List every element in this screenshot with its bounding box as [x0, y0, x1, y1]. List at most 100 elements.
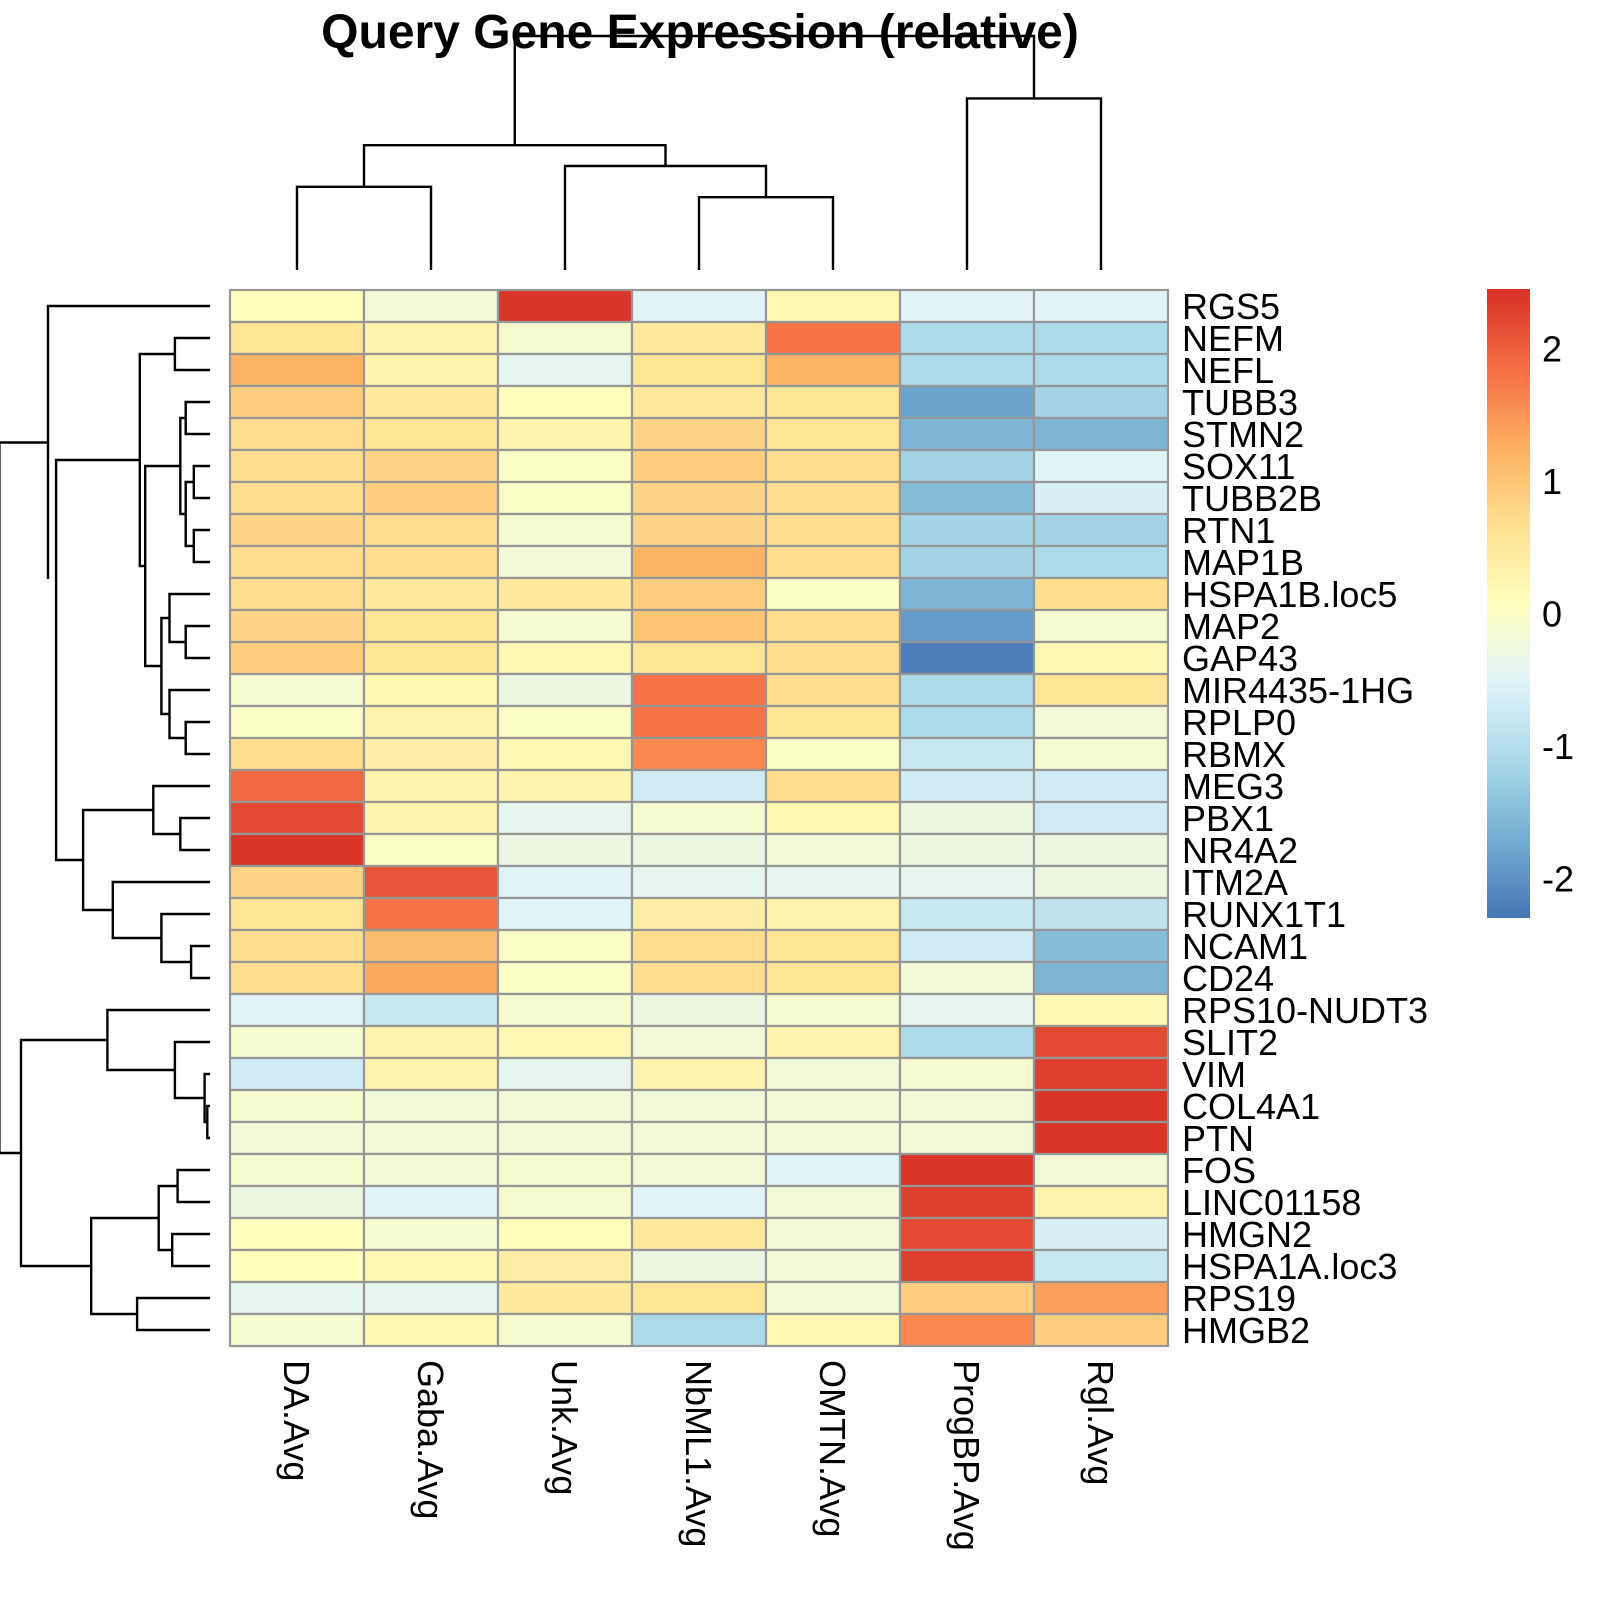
heatmap-cell	[764, 800, 902, 836]
heatmap-cell	[898, 1152, 1036, 1188]
heatmap-cell	[1032, 320, 1170, 356]
heatmap-cell	[630, 704, 768, 740]
column-label: DA.Avg	[276, 1360, 317, 1481]
heatmap-cell	[1032, 1088, 1170, 1124]
heatmap-cell	[1032, 768, 1170, 804]
heatmap-cell	[630, 736, 768, 772]
row-label: COL4A1	[1182, 1086, 1320, 1127]
heatmap-cell	[630, 1216, 768, 1252]
heatmap-cell	[1032, 704, 1170, 740]
heatmap-cell	[496, 896, 634, 932]
heatmap-cell	[764, 928, 902, 964]
heatmap-cell	[898, 1312, 1036, 1348]
heatmap-cell	[362, 768, 500, 804]
heatmap-cell	[764, 1248, 902, 1284]
heatmap-cell	[1032, 928, 1170, 964]
heatmap-cell	[898, 1184, 1036, 1220]
row-dendrogram-branch	[184, 624, 210, 660]
heatmap-cell	[630, 896, 768, 932]
heatmap-cell	[898, 832, 1036, 868]
row-label: SLIT2	[1182, 1022, 1278, 1063]
heatmap-cell	[496, 576, 634, 612]
heatmap-cell	[1032, 448, 1170, 484]
row-label: MAP2	[1182, 606, 1280, 647]
row-dendrogram	[0, 304, 210, 1332]
row-labels: RGS5NEFMNEFLTUBB3STMN2SOX11TUBB2BRTN1MAP…	[1182, 286, 1428, 1351]
heatmap-cell	[362, 864, 500, 900]
row-label: NR4A2	[1182, 830, 1298, 871]
row-label: FOS	[1182, 1150, 1256, 1191]
heatmap-cell	[362, 1088, 500, 1124]
row-label: HMGB2	[1182, 1310, 1310, 1351]
heatmap-cell	[496, 1216, 634, 1252]
row-dendrogram-branch	[184, 720, 210, 756]
row-dendrogram-branch	[173, 336, 210, 372]
heatmap-cell	[764, 832, 902, 868]
heatmap-cell	[764, 1088, 902, 1124]
heatmap-cell	[228, 416, 366, 452]
heatmap-cell	[764, 1152, 902, 1188]
heatmap-cell	[764, 1056, 902, 1092]
heatmap-cell	[630, 1088, 768, 1124]
heatmap-cell	[630, 864, 768, 900]
heatmap-cell	[1032, 640, 1170, 676]
heatmap-cell	[362, 1248, 500, 1284]
color-legend: 2 1 0 -1 -2	[1487, 289, 1574, 918]
heatmap-cell	[898, 672, 1036, 708]
heatmap-cell	[898, 320, 1036, 356]
heatmap-cell	[764, 416, 902, 452]
heatmap-cell	[362, 544, 500, 580]
heatmap-cell	[1032, 416, 1170, 452]
heatmap-cell	[362, 608, 500, 644]
heatmap-cell	[496, 736, 634, 772]
heatmap-cell	[228, 800, 366, 836]
heatmap-cell	[228, 1088, 366, 1124]
row-label: VIM	[1182, 1054, 1246, 1095]
heatmap-cell	[362, 416, 500, 452]
heatmap-cell	[228, 928, 366, 964]
row-label: RUNX1T1	[1182, 894, 1346, 935]
heatmap-cell	[362, 288, 500, 324]
column-label: ProgBP.Avg	[946, 1360, 987, 1551]
heatmap-cell	[362, 672, 500, 708]
heatmap-cell	[228, 704, 366, 740]
heatmap-cell	[496, 864, 634, 900]
heatmap-cell	[630, 928, 768, 964]
heatmap-cell	[764, 608, 902, 644]
heatmap-cell	[228, 672, 366, 708]
heatmap-cell	[362, 1312, 500, 1348]
heatmap-cell	[1032, 1280, 1170, 1316]
heatmap-cell	[1032, 672, 1170, 708]
heatmap-cell	[496, 992, 634, 1028]
color-legend-bar	[1487, 289, 1530, 918]
heatmap-cell	[630, 672, 768, 708]
heatmap-cell	[1032, 288, 1170, 324]
heatmap-cell	[630, 576, 768, 612]
heatmap-cell	[496, 1152, 634, 1188]
heatmap-cell	[362, 1280, 500, 1316]
heatmap-cell	[362, 1120, 500, 1156]
heatmap-cell	[228, 1056, 366, 1092]
row-label: HMGN2	[1182, 1214, 1312, 1255]
heatmap-cell	[362, 1216, 500, 1252]
row-label: GAP43	[1182, 638, 1298, 679]
heatmap-cell	[898, 1120, 1036, 1156]
heatmap-cell	[228, 512, 366, 548]
heatmap-cell	[630, 800, 768, 836]
heatmap-cell	[496, 672, 634, 708]
heatmap-cell	[1032, 576, 1170, 612]
row-dendrogram-branch	[176, 1168, 210, 1204]
heatmap-cell	[630, 480, 768, 516]
heatmap-cell	[1032, 736, 1170, 772]
heatmap-cell	[1032, 1248, 1170, 1284]
heatmap-cell	[1032, 544, 1170, 580]
heatmap-cell	[898, 544, 1036, 580]
column-label: Rgl.Avg	[1080, 1360, 1121, 1485]
heatmap-cell	[228, 480, 366, 516]
heatmap-cell	[496, 512, 634, 548]
column-dendrogram-branch	[697, 196, 835, 270]
column-label: NbML1.Avg	[678, 1360, 719, 1547]
row-label: STMN2	[1182, 414, 1304, 455]
column-labels: DA.Avg Gaba.Avg Unk.Avg NbML1.Avg OMTN.Avg Pr…	[276, 1360, 1121, 1551]
row-dendrogram-branch	[157, 1184, 178, 1252]
